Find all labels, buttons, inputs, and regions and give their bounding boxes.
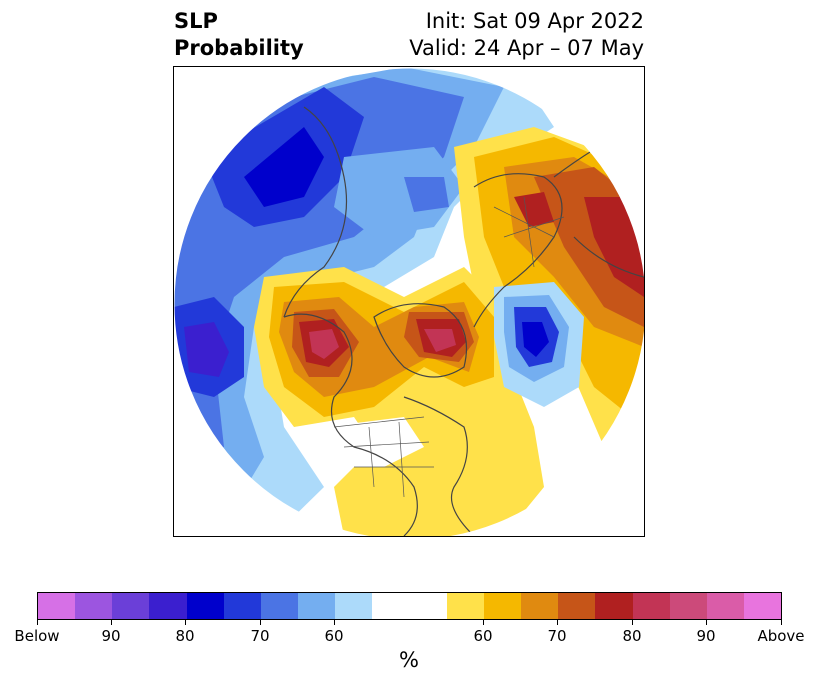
colorbar-cell bbox=[260, 593, 299, 619]
coastlines bbox=[283, 106, 644, 536]
probability-map bbox=[174, 67, 644, 536]
colorbar-cell bbox=[446, 593, 484, 619]
colorbar-tick-label: 70 bbox=[547, 627, 567, 645]
blue-light-arctic bbox=[334, 147, 464, 237]
colorbar-tick-mark bbox=[260, 620, 261, 625]
crimson-greenland bbox=[424, 329, 456, 352]
colorbar-tick-label: 90 bbox=[101, 627, 121, 645]
colorbar-tick-label: 60 bbox=[473, 627, 493, 645]
colorbar-cell bbox=[38, 593, 76, 619]
colorbar-cell bbox=[558, 593, 596, 619]
title-product: Probability bbox=[174, 36, 304, 60]
colorbar-cell bbox=[149, 593, 187, 619]
coastline-asia bbox=[283, 106, 347, 318]
colorbar-tick-mark bbox=[483, 620, 484, 625]
title-left: SLP Probability bbox=[174, 8, 304, 62]
colorbar-cell bbox=[632, 593, 670, 619]
colorbar-cell bbox=[223, 593, 261, 619]
colorbar-cell bbox=[112, 593, 150, 619]
colorbar-cell bbox=[595, 593, 633, 619]
coastline-greenland bbox=[373, 303, 468, 378]
map-edge bbox=[174, 67, 644, 536]
colorbar-tick-label: 60 bbox=[324, 627, 344, 645]
coastline-north-america-east bbox=[403, 396, 475, 536]
border-lines bbox=[333, 196, 565, 498]
colorbar-cell bbox=[521, 593, 559, 619]
colorbar-tick-mark bbox=[334, 620, 335, 625]
colorbar-tick-label: 90 bbox=[696, 627, 716, 645]
colorbar-tick-label: 80 bbox=[175, 627, 195, 645]
colorbar-cell bbox=[743, 593, 782, 619]
blue-mid-arctic bbox=[404, 177, 449, 212]
colorbar-tick-mark bbox=[557, 620, 558, 625]
colorbar-tick-mark bbox=[706, 620, 707, 625]
colorbar-cell bbox=[75, 593, 113, 619]
europe-borders bbox=[493, 196, 565, 268]
title-variable: SLP bbox=[174, 9, 218, 33]
colorbar-cell bbox=[409, 593, 447, 619]
blue-deep-atlantic bbox=[522, 322, 549, 357]
colorbar-tick-label: Below bbox=[14, 627, 60, 645]
colorbar-tick-mark bbox=[37, 620, 38, 625]
title-init-date: Init: Sat 09 Apr 2022 bbox=[425, 9, 644, 33]
colorbar-label: % bbox=[399, 648, 419, 672]
colorbar bbox=[37, 592, 782, 620]
map-panel bbox=[173, 66, 645, 537]
blue-deep-region bbox=[244, 127, 324, 207]
colorbar-cell bbox=[483, 593, 522, 619]
colorbar-tick-mark bbox=[632, 620, 633, 625]
crimson-alaska bbox=[309, 329, 339, 359]
colorbar-tick-mark bbox=[781, 620, 782, 625]
colorbar-cell bbox=[298, 593, 336, 619]
title-right: Init: Sat 09 Apr 2022 Valid: 24 Apr – 07… bbox=[409, 8, 644, 62]
red-scandinavia bbox=[514, 192, 554, 227]
colorbar-cell bbox=[335, 593, 373, 619]
colorbar-tick-mark bbox=[185, 620, 186, 625]
blue-violet-pacific bbox=[184, 322, 229, 377]
colorbar-cell bbox=[186, 593, 224, 619]
colorbar-cell bbox=[372, 593, 410, 619]
title-valid-range: Valid: 24 Apr – 07 May bbox=[409, 36, 644, 60]
colorbar-tick-label: 70 bbox=[250, 627, 270, 645]
white-north-america bbox=[324, 417, 424, 467]
colorbar-tick-mark bbox=[111, 620, 112, 625]
us-state-borders bbox=[333, 416, 434, 498]
colorbar-cell bbox=[706, 593, 744, 619]
colorbar-tick-label: 80 bbox=[622, 627, 642, 645]
colorbar-cell bbox=[669, 593, 707, 619]
coastline-north-america-west bbox=[283, 313, 418, 536]
colorbar-tick-label: Above bbox=[757, 627, 805, 645]
